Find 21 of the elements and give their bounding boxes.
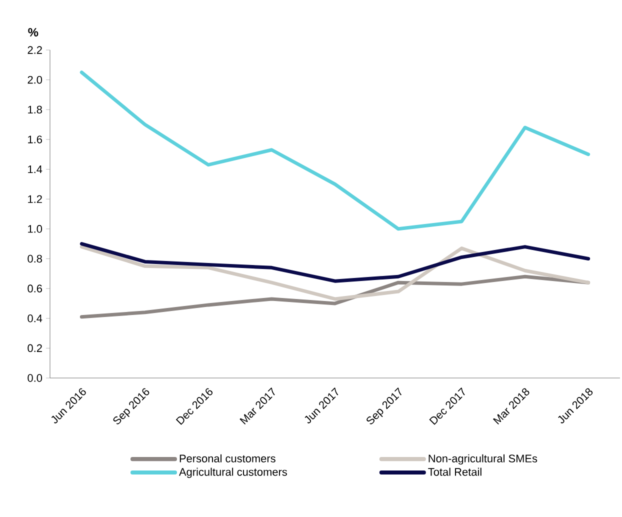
y-tick-label: 1.0 <box>28 225 42 233</box>
y-tick-label: 0.2 <box>28 344 42 352</box>
legend-label: Personal customers <box>180 454 276 462</box>
y-tick-label: 1.4 <box>28 166 42 174</box>
line-series <box>80 242 590 283</box>
legend-label: Non-agricultural SMEs <box>428 454 538 465</box>
legend-label: Total Retail <box>428 468 482 476</box>
y-tick-label: 1.8 <box>28 106 42 114</box>
y-tick-label: 0.4 <box>28 314 42 322</box>
line-series <box>80 245 590 301</box>
line-series <box>80 70 590 231</box>
line-series <box>80 274 590 319</box>
y-tick-label: 0.0 <box>28 374 42 382</box>
y-tick-label: 0.6 <box>28 284 42 292</box>
y-tick-label: 0.8 <box>28 254 42 263</box>
y-tick-label: 2.0 <box>28 76 42 84</box>
y-tick-label: 2.2 <box>28 46 42 54</box>
y-tick-label: 1.2 <box>28 195 42 203</box>
legend-label: Agricultural customers <box>179 468 287 478</box>
y-axis-title: % <box>28 28 38 36</box>
y-tick-label: 1.6 <box>28 136 42 144</box>
